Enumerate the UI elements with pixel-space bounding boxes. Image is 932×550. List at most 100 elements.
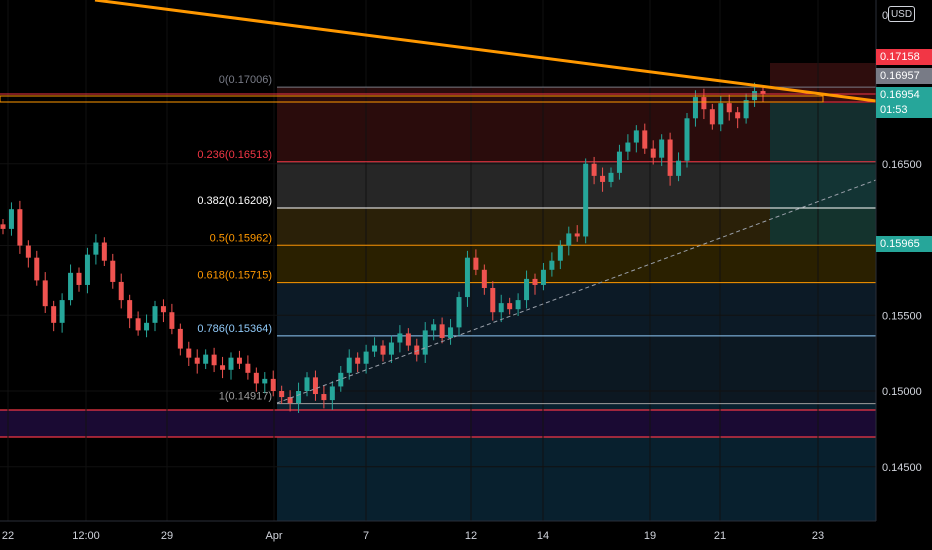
overlay-layer (0, 0, 877, 404)
candle-body-82 (692, 97, 698, 119)
fib-label-6: 1(0.14917) (219, 391, 272, 403)
fib-label-5: 0.786(0.15364) (197, 323, 272, 335)
candle-body-71 (600, 175, 606, 182)
candle-body-88 (743, 100, 749, 119)
y-tick-1: 0.16500 (882, 159, 922, 171)
candle-body-0 (0, 224, 6, 229)
candle-body-46 (388, 342, 394, 355)
candle-body-7 (59, 300, 65, 323)
candle-body-1 (8, 209, 14, 229)
y-tick-4: 0.15000 (882, 386, 922, 398)
candle-body-53 (448, 327, 454, 338)
candle-body-55 (464, 257, 470, 298)
candle-body-52 (439, 324, 445, 338)
candle-body-48 (405, 333, 411, 346)
candle-body-66 (557, 245, 563, 261)
fib-label-0: 0(0.17006) (219, 74, 272, 86)
candle-body-45 (380, 345, 386, 355)
candle-body-63 (532, 278, 538, 285)
candle-body-22 (186, 348, 192, 358)
candle-body-57 (481, 269, 487, 288)
candle-body-19 (160, 306, 166, 313)
candle-body-62 (524, 278, 530, 301)
candle-body-44 (372, 345, 378, 352)
fib-retracement[interactable]: 0(0.17006) 0.236(0.16513) 0.382(0.16208) 0.… (197, 74, 876, 405)
candle-body-9 (76, 272, 82, 285)
candles-layer (0, 82, 766, 413)
fib-label-2: 0.382(0.16208) (197, 195, 272, 207)
candle-body-40 (338, 372, 344, 387)
fib-zone-5 (277, 335, 876, 404)
candle-body-31 (262, 378, 268, 384)
candle-body-69 (583, 163, 589, 237)
x-axis-bg (0, 521, 932, 550)
candle-body-59 (498, 303, 504, 313)
fib-zone-3 (277, 245, 876, 283)
candle-body-41 (346, 357, 352, 373)
candle-body-54 (456, 297, 462, 328)
candle-body-84 (709, 109, 715, 125)
candle-body-73 (616, 151, 622, 173)
y-tick-3: 0.15500 (882, 310, 922, 322)
candle-body-17 (144, 322, 150, 331)
candle-body-38 (321, 394, 327, 401)
fib-label-4: 0.618(0.15715) (197, 270, 272, 282)
candle-body-2 (17, 209, 23, 246)
ascending-trendline (276, 179, 877, 404)
candle-body-49 (414, 345, 420, 355)
fib-label-1: 0.236(0.16513) (197, 149, 272, 161)
candle-body-64 (540, 269, 546, 285)
candle-body-32 (270, 378, 276, 391)
fib-zone-4 (277, 282, 876, 336)
candle-body-50 (422, 330, 428, 355)
resistance-box (0, 95, 824, 103)
position-profit-zone (770, 103, 876, 245)
candle-body-24 (203, 354, 209, 364)
price-badge-red: 0.17158 (876, 49, 932, 65)
candle-body-8 (68, 272, 74, 301)
x-axis[interactable]: 22 12:00 29 Apr 7 12 14 19 21 23 (0, 520, 932, 550)
currency-button[interactable]: USD (888, 6, 915, 22)
candle-body-27 (228, 357, 234, 370)
candle-body-10 (84, 254, 90, 285)
candle-body-16 (135, 318, 141, 331)
x-tick-9: 23 (812, 530, 824, 542)
candle-body-3 (25, 245, 31, 258)
candle-body-15 (127, 300, 133, 319)
x-tick-7: 19 (644, 530, 656, 542)
candle-body-60 (507, 303, 513, 310)
candle-body-25 (211, 354, 217, 366)
candle-body-68 (574, 233, 580, 237)
x-tick-5: 12 (465, 530, 477, 542)
candle-body-76 (642, 130, 648, 149)
candle-body-81 (684, 118, 690, 161)
candle-body-20 (169, 312, 175, 329)
y-tick-0: 0 (882, 10, 888, 22)
x-tick-3: Apr (265, 530, 282, 542)
descending-trendline (94, 0, 877, 103)
candle-body-26 (220, 365, 226, 370)
candle-body-33 (279, 391, 285, 398)
candle-body-13 (110, 260, 116, 282)
candle-body-65 (549, 260, 555, 270)
candle-body-37 (312, 377, 318, 395)
candle-body-39 (329, 386, 335, 401)
candle-body-29 (245, 363, 251, 373)
x-tick-6: 14 (537, 530, 549, 542)
price-badge-target: 0.15965 (876, 236, 932, 252)
candle-body-11 (93, 242, 99, 255)
x-tick-0: 22 (2, 530, 14, 542)
candle-body-21 (177, 328, 183, 349)
candle-body-12 (101, 242, 107, 261)
candle-body-35 (296, 391, 302, 404)
x-tick-2: 29 (161, 530, 173, 542)
candle-body-56 (473, 257, 479, 270)
candle-body-67 (566, 233, 572, 246)
support-band (0, 410, 876, 437)
candle-body-83 (701, 97, 707, 110)
candle-body-70 (591, 163, 597, 176)
candle-body-51 (431, 324, 437, 331)
candle-body-34 (287, 397, 293, 404)
candle-body-23 (194, 357, 200, 364)
